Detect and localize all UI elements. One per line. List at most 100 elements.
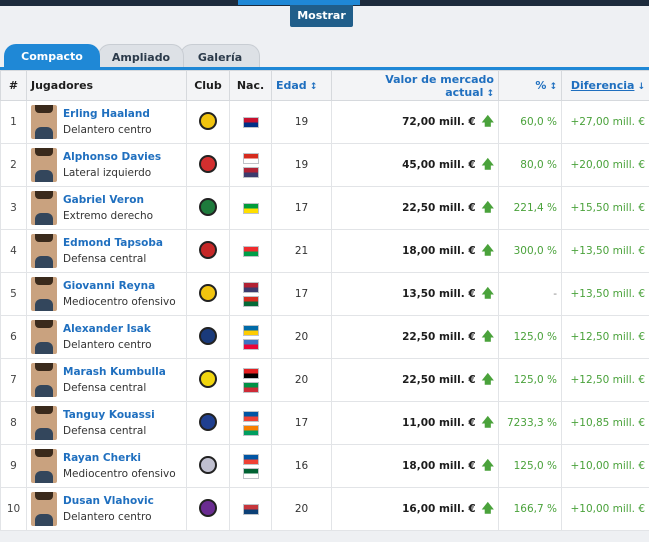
market-value[interactable]: 22,50 mill. €	[402, 201, 476, 214]
sort-updown-icon: ↕	[486, 88, 494, 99]
arrow-up-icon: 🡅	[481, 113, 494, 128]
player-cell: Tanguy Kouassi Defensa central	[26, 401, 187, 445]
row-index: 2	[0, 143, 27, 187]
player-photo[interactable]	[31, 492, 57, 526]
table-row: 3 Gabriel Veron Extremo derecho 17 22,50…	[0, 186, 649, 230]
arrow-up-icon: 🡅	[481, 457, 494, 472]
club-crest-icon[interactable]	[199, 326, 217, 345]
nationality-cell	[229, 100, 272, 144]
nationality-cell	[229, 272, 272, 316]
player-photo[interactable]	[31, 363, 57, 397]
market-value[interactable]: 18,00 mill. €	[402, 459, 476, 472]
col-age[interactable]: Edad ↕	[271, 70, 332, 101]
club-crest-icon[interactable]	[199, 111, 217, 130]
player-photo[interactable]	[31, 320, 57, 354]
age-cell: 17	[271, 401, 332, 445]
player-cell: Marash Kumbulla Defensa central	[26, 358, 187, 402]
player-name-link[interactable]: Marash Kumbulla	[63, 366, 166, 378]
difference-cell: +13,50 mill. €	[561, 272, 649, 316]
percent-cell: 125,0 %	[498, 315, 562, 359]
market-value[interactable]: 16,00 mill. €	[402, 502, 476, 515]
player-name-link[interactable]: Edmond Tapsoba	[63, 237, 163, 249]
value-cell: 18,00 mill. € 🡅	[331, 229, 499, 273]
percent-cell: 125,0 %	[498, 444, 562, 488]
age-cell: 17	[271, 272, 332, 316]
player-position: Defensa central	[63, 253, 147, 265]
player-photo[interactable]	[31, 449, 57, 483]
market-value[interactable]: 13,50 mill. €	[402, 287, 476, 300]
tab-compacto[interactable]: Compacto	[4, 44, 100, 70]
row-index: 5	[0, 272, 27, 316]
player-cell: Alexander Isak Delantero centro	[26, 315, 187, 359]
club-crest-icon[interactable]	[199, 240, 217, 259]
table-header: # Jugadores Club Nac. Edad ↕ Valor de mer…	[0, 70, 649, 101]
player-cell: Dusan Vlahovic Delantero centro	[26, 487, 187, 531]
col-players: Jugadores	[26, 70, 187, 101]
club-crest-icon[interactable]	[199, 369, 217, 388]
col-value-label: Valor de mercado actual	[385, 72, 494, 99]
market-value[interactable]: 72,00 mill. €	[402, 115, 476, 128]
flag-icon	[242, 281, 259, 293]
mostrar-button[interactable]: Mostrar	[290, 5, 353, 27]
player-photo[interactable]	[31, 406, 57, 440]
percent-cell: 300,0 %	[498, 229, 562, 273]
age-cell: 17	[271, 186, 332, 230]
club-crest-icon[interactable]	[199, 498, 217, 517]
player-cell: Gabriel Veron Extremo derecho	[26, 186, 187, 230]
player-name-link[interactable]: Gabriel Veron	[63, 194, 144, 206]
table-row: 6 Alexander Isak Delantero centro 20 22,…	[0, 315, 649, 359]
tab-galeria[interactable]: Galería	[180, 44, 260, 70]
col-percent[interactable]: % ↕	[498, 70, 562, 101]
col-pct-label: %	[535, 79, 547, 92]
club-cell	[186, 401, 230, 445]
sort-updown-icon: ↕	[309, 82, 318, 92]
club-crest-icon[interactable]	[199, 283, 217, 302]
row-index: 10	[0, 487, 27, 531]
arrow-up-icon: 🡅	[481, 500, 494, 515]
player-position: Delantero centro	[63, 339, 152, 351]
player-photo[interactable]	[31, 277, 57, 311]
value-cell: 13,50 mill. € 🡅	[331, 272, 499, 316]
player-name-link[interactable]: Alphonso Davies	[63, 151, 162, 163]
player-cell: Rayan Cherki Mediocentro ofensivo	[26, 444, 187, 488]
age-cell: 16	[271, 444, 332, 488]
club-crest-icon[interactable]	[199, 455, 217, 474]
col-market-value[interactable]: Valor de mercado actual ↕	[331, 70, 499, 101]
player-position: Delantero centro	[63, 511, 152, 523]
flag-icon	[242, 410, 259, 422]
row-index: 7	[0, 358, 27, 402]
club-crest-icon[interactable]	[199, 412, 217, 431]
player-name-link[interactable]: Tanguy Kouassi	[63, 409, 155, 421]
table-row: 9 Rayan Cherki Mediocentro ofensivo 16 1…	[0, 444, 649, 488]
market-value[interactable]: 22,50 mill. €	[402, 373, 476, 386]
flag-icon	[242, 202, 259, 214]
nationality-cell	[229, 229, 272, 273]
player-photo[interactable]	[31, 234, 57, 268]
player-name-link[interactable]: Alexander Isak	[63, 323, 151, 335]
flag-icon	[242, 324, 259, 336]
player-name-link[interactable]: Rayan Cherki	[63, 452, 141, 464]
difference-cell: +10,85 mill. €	[561, 401, 649, 445]
row-index: 1	[0, 100, 27, 144]
percent-cell: 125,0 %	[498, 358, 562, 402]
player-name-link[interactable]: Giovanni Reyna	[63, 280, 156, 292]
row-index: 9	[0, 444, 27, 488]
club-crest-icon[interactable]	[199, 197, 217, 216]
value-cell: 72,00 mill. € 🡅	[331, 100, 499, 144]
club-crest-icon[interactable]	[199, 154, 217, 173]
market-value[interactable]: 45,00 mill. €	[402, 158, 476, 171]
player-photo[interactable]	[31, 148, 57, 182]
arrow-up-icon: 🡅	[481, 328, 494, 343]
player-name-link[interactable]: Dusan Vlahovic	[63, 495, 154, 507]
col-difference[interactable]: Diferencia ↓	[561, 70, 649, 101]
player-photo[interactable]	[31, 105, 57, 139]
market-value[interactable]: 18,00 mill. €	[402, 244, 476, 257]
player-photo[interactable]	[31, 191, 57, 225]
difference-cell: +12,50 mill. €	[561, 358, 649, 402]
value-cell: 45,00 mill. € 🡅	[331, 143, 499, 187]
percent-cell: 60,0 %	[498, 100, 562, 144]
market-value[interactable]: 11,00 mill. €	[402, 416, 476, 429]
player-name-link[interactable]: Erling Haaland	[63, 108, 150, 120]
flag-icon	[242, 152, 259, 164]
market-value[interactable]: 22,50 mill. €	[402, 330, 476, 343]
